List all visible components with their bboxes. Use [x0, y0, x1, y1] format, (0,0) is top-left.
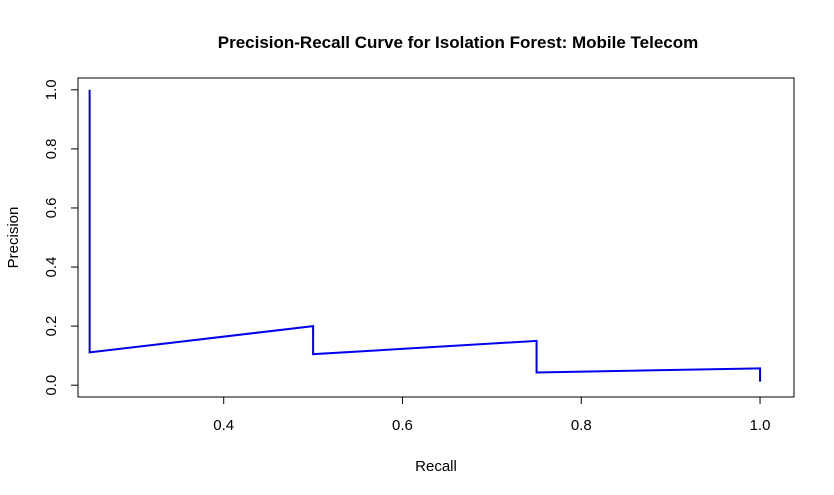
- chart-title: Precision-Recall Curve for Isolation For…: [218, 33, 699, 52]
- x-axis: 0.4 0.6 0.8 1.0: [213, 396, 771, 434]
- y-tick-label: 0.8: [43, 138, 60, 159]
- y-tick-label: 0.6: [43, 198, 60, 219]
- pr-curve-line: [88, 89, 762, 382]
- y-axis-label: Precision: [5, 207, 22, 269]
- y-axis: 0.0 0.2 0.4 0.6 0.8 1.0: [43, 79, 79, 396]
- x-tick-label: 0.8: [571, 417, 592, 434]
- x-axis-label: Recall: [415, 458, 457, 475]
- x-tick-label: 0.6: [392, 417, 413, 434]
- x-tick-label: 1.0: [750, 417, 771, 434]
- series-layer: [88, 89, 762, 382]
- y-tick-label: 0.0: [43, 375, 60, 396]
- x-tick-label: 0.4: [213, 417, 234, 434]
- y-tick-label: 0.2: [43, 316, 60, 337]
- plot-frame: [77, 77, 795, 398]
- y-tick-label: 1.0: [43, 79, 60, 100]
- y-tick-label: 0.4: [43, 257, 60, 278]
